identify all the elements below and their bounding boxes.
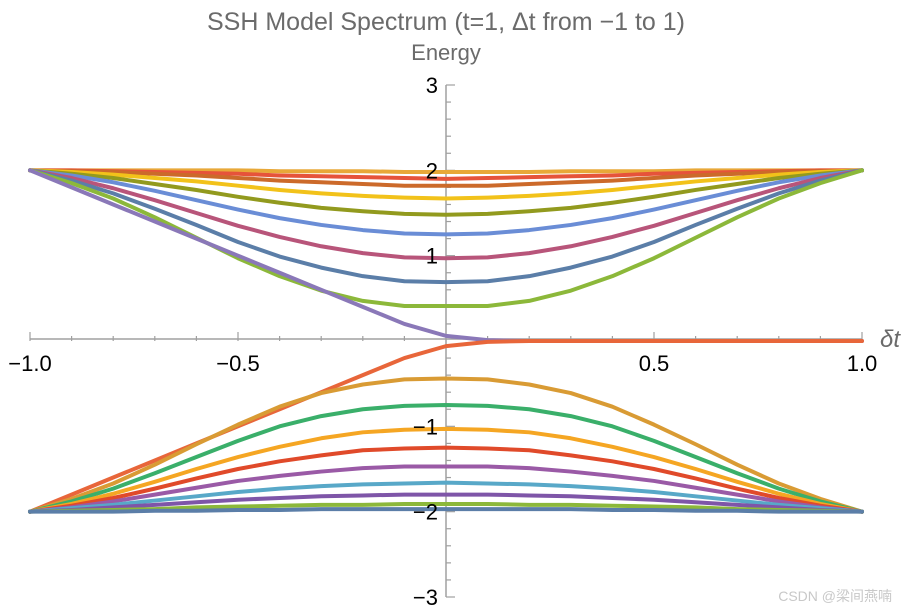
series-group <box>28 168 864 514</box>
y-tick-label: 3 <box>426 73 438 98</box>
series-line-4 <box>28 168 864 201</box>
series-line-5 <box>28 168 864 217</box>
series-line-17 <box>28 480 864 514</box>
y-axis-label: Energy <box>411 40 481 65</box>
y-tick-label: −3 <box>413 585 438 610</box>
series-line-15 <box>28 445 864 514</box>
series-line-8 <box>28 168 864 285</box>
y-tick-label: −1 <box>413 414 438 439</box>
series-line-13 <box>28 403 864 514</box>
x-tick-label: −0.5 <box>216 351 259 376</box>
series-line-3 <box>28 168 864 188</box>
x-tick-label: 1.0 <box>847 351 878 376</box>
x-tick-label: −1.0 <box>8 351 51 376</box>
tick-labels: −1.0 −0.5 0.5 1.0 3 2 1 −1 −2 −3 <box>8 73 877 610</box>
y-tick-label: −2 <box>413 500 438 525</box>
series-line-12 <box>28 376 864 514</box>
series-line-6 <box>28 168 864 237</box>
series-line-18 <box>28 492 864 514</box>
y-tick-label: 2 <box>426 158 438 183</box>
series-line-14 <box>28 426 864 514</box>
y-tick-label: 1 <box>426 244 438 269</box>
series-line-11 <box>28 339 864 514</box>
watermark: CSDN @梁间燕喃 <box>778 588 892 604</box>
series-line-7 <box>28 168 864 261</box>
x-axis-label: δt <box>880 326 901 353</box>
series-line-16 <box>28 464 864 514</box>
series-line-19 <box>28 501 864 514</box>
chart-title: SSH Model Spectrum (t=1, Δt from −1 to 1… <box>207 8 685 36</box>
x-tick-label: 0.5 <box>639 351 670 376</box>
series-line-20 <box>28 507 864 514</box>
series-line-9 <box>28 168 864 309</box>
